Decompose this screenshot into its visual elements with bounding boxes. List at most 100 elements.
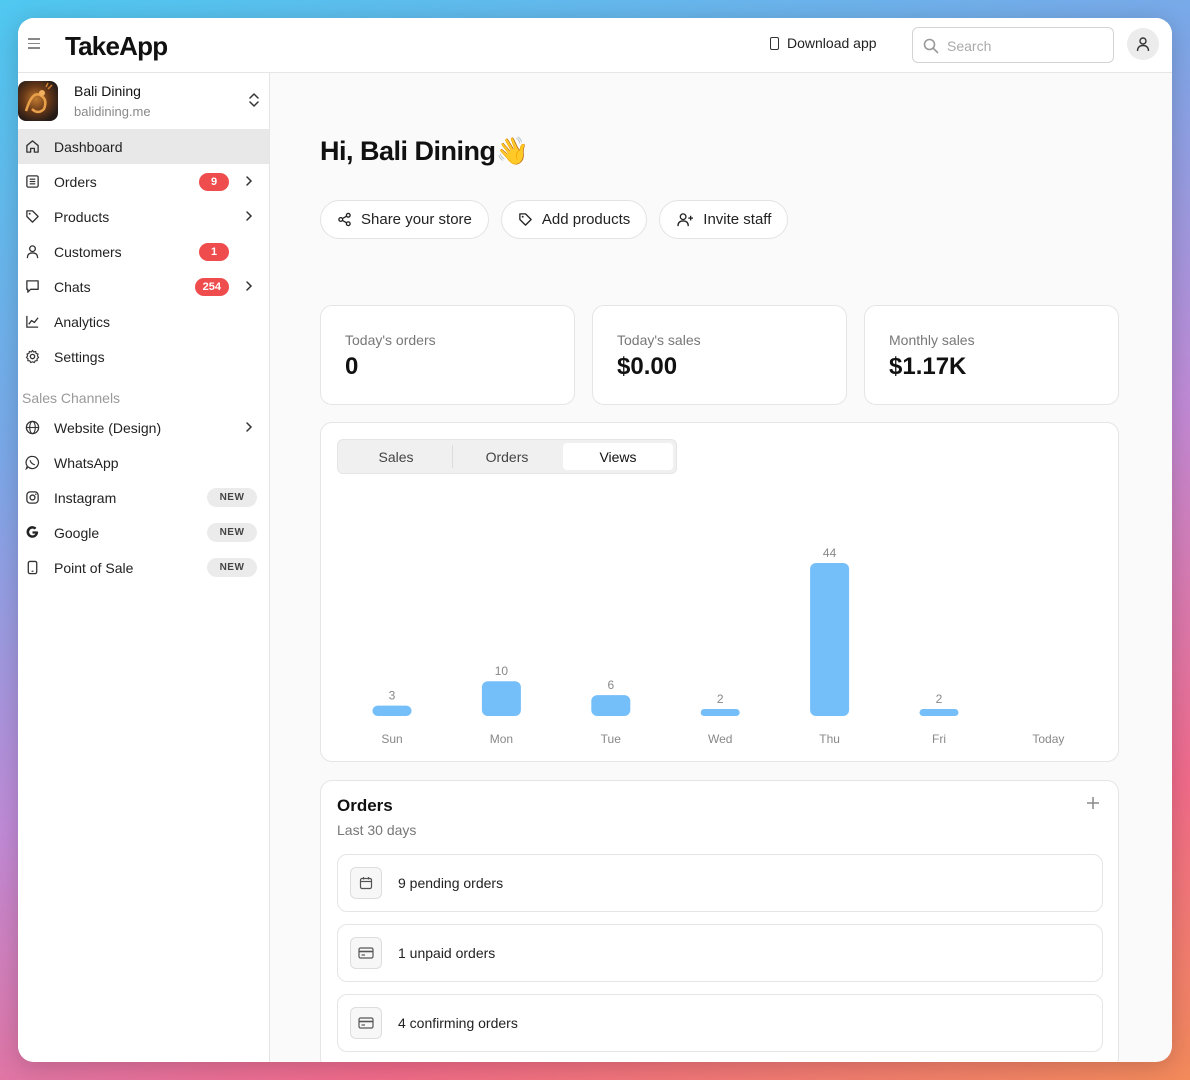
sidebar-item-label: Chats [54,278,91,295]
x-tick-label-wed: Wed [708,732,732,746]
search-box[interactable] [912,27,1114,63]
menu-icon[interactable] [28,35,46,55]
globe-icon [25,420,40,435]
tab-views[interactable]: Views [563,443,673,470]
new-badge: NEW [207,523,257,542]
x-tick-label-mon: Mon [490,732,513,746]
sidebar-item-label: Dashboard [54,138,123,155]
share-icon [338,212,351,227]
invite-staff-label: Invite staff [703,211,772,228]
sidebar-item-customers[interactable]: Customers 1 [18,234,269,269]
whatsapp-icon [25,455,40,470]
quick-actions: Share your store Add products Invite sta… [320,200,789,239]
store-name: Bali Dining [74,83,141,99]
orders-count-badge: 9 [199,173,229,191]
store-switcher[interactable]: Bali Dining balidining.me [18,73,270,129]
sidebar-item-label: WhatsApp [54,454,119,471]
data-label-mon: 10 [495,664,509,678]
chevron-up-down-icon [249,93,259,107]
stat-value: 0 [345,353,359,380]
sidebar-item-label: Instagram [54,489,117,506]
chat-icon [26,280,39,293]
gear-icon [25,349,40,364]
sidebar-item-whatsapp[interactable]: WhatsApp [18,445,269,480]
channels-nav: Website (Design) WhatsApp Instagram NEW … [18,410,269,585]
chevron-right-icon [246,211,253,221]
add-products-button[interactable]: Add products [500,200,648,239]
stats-row: Today's orders 0 Today's sales $0.00 Mon… [320,305,1119,405]
bar-sun [372,705,412,716]
x-tick-label-fri: Fri [932,732,946,746]
sidebar-item-label: Website (Design) [54,419,162,436]
bar-wed [700,709,740,716]
phone-icon [27,560,38,575]
bar-thu [810,563,850,716]
sidebar-item-settings[interactable]: Settings [18,339,269,374]
stat-label: Monthly sales [889,332,975,348]
app-window: TakeApp Download app Bali Dining balidin… [18,18,1172,1062]
sidebar-item-label: Analytics [54,313,111,330]
sidebar-item-chats[interactable]: Chats 254 [18,269,269,304]
sidebar-item-dashboard[interactable]: Dashboard [18,129,269,164]
unpaid-orders-row[interactable]: 1 unpaid orders [337,924,1103,982]
sidebar-item-label: Google [54,524,100,541]
data-label-fri: 2 [936,692,943,706]
data-label-tue: 6 [607,678,614,692]
google-icon [26,526,39,538]
tab-orders[interactable]: Orders [485,448,529,465]
share-store-label: Share your store [361,211,472,228]
top-bar: TakeApp Download app [18,18,1172,73]
sidebar-item-products[interactable]: Products [18,199,269,234]
card-icon [350,937,382,969]
pending-orders-row[interactable]: 9 pending orders [337,854,1103,912]
download-app-button[interactable]: Download app [770,35,877,51]
share-store-button[interactable]: Share your store [320,200,489,239]
instagram-icon [26,491,39,504]
stat-label: Today's sales [617,332,701,348]
x-tick-label-tue: Tue [601,732,622,746]
download-app-label: Download app [787,35,877,51]
section-title-sales-channels: Sales Channels [22,390,121,406]
sidebar-item-google[interactable]: Google NEW [18,515,269,550]
sidebar-item-analytics[interactable]: Analytics [18,304,269,339]
phone-icon [770,36,779,50]
sidebar-item-instagram[interactable]: Instagram NEW [18,480,269,515]
sidebar-item-point-of-sale[interactable]: Point of Sale NEW [18,550,269,585]
new-badge: NEW [207,558,257,577]
add-products-label: Add products [541,211,631,228]
logo: TakeApp [65,31,168,61]
views-bar-chart: 3 Sun 10 Mon 6 Tue 2 Wed 44 Thu 2 Fri Today [372,546,1064,746]
home-icon [26,140,39,153]
sidebar-item-website[interactable]: Website (Design) [18,410,269,445]
customers-count-badge: 1 [199,243,229,261]
user-icon [26,245,39,259]
sidebar-item-label: Point of Sale [54,559,134,576]
orders-card: Orders Last 30 days 9 pending orders 1 u… [320,780,1119,1062]
data-label-thu: 44 [823,546,837,560]
search-input[interactable] [947,36,1107,56]
x-tick-label-sun: Sun [381,732,402,746]
bar-fri [919,709,959,716]
plus-icon[interactable] [1086,796,1100,810]
sidebar: Bali Dining balidining.me Dashboard Orde… [18,73,270,1062]
store-url: balidining.me [74,104,151,119]
stat-value: $0.00 [617,353,678,380]
data-label-wed: 2 [717,692,724,706]
chevron-right-icon [246,281,253,291]
invite-staff-button[interactable]: Invite staff [659,200,789,239]
sidebar-item-orders[interactable]: Orders 9 [18,164,269,199]
store-logo [18,81,58,121]
chart-card: Sales Orders Views 3 Sun 10 Mon 6 Tue 2 Wed 44 Th… [320,422,1119,762]
user-avatar-button[interactable] [1127,28,1159,60]
main-content: Hi, Bali Dining👋 Share your store Add pr… [270,73,1172,1062]
search-icon [923,38,939,54]
data-label-sun: 3 [389,689,396,703]
sidebar-item-label: Products [54,208,110,225]
main-nav: Dashboard Orders 9 Products Customers 1 … [18,129,269,374]
tab-sales[interactable]: Sales [378,448,414,465]
stat-label: Today's orders [345,332,436,348]
chart-tabs: Sales Orders Views [337,439,677,474]
order-row-label: 1 unpaid orders [398,945,496,961]
tag-icon [519,213,532,226]
confirming-orders-row[interactable]: 4 confirming orders [337,994,1103,1052]
